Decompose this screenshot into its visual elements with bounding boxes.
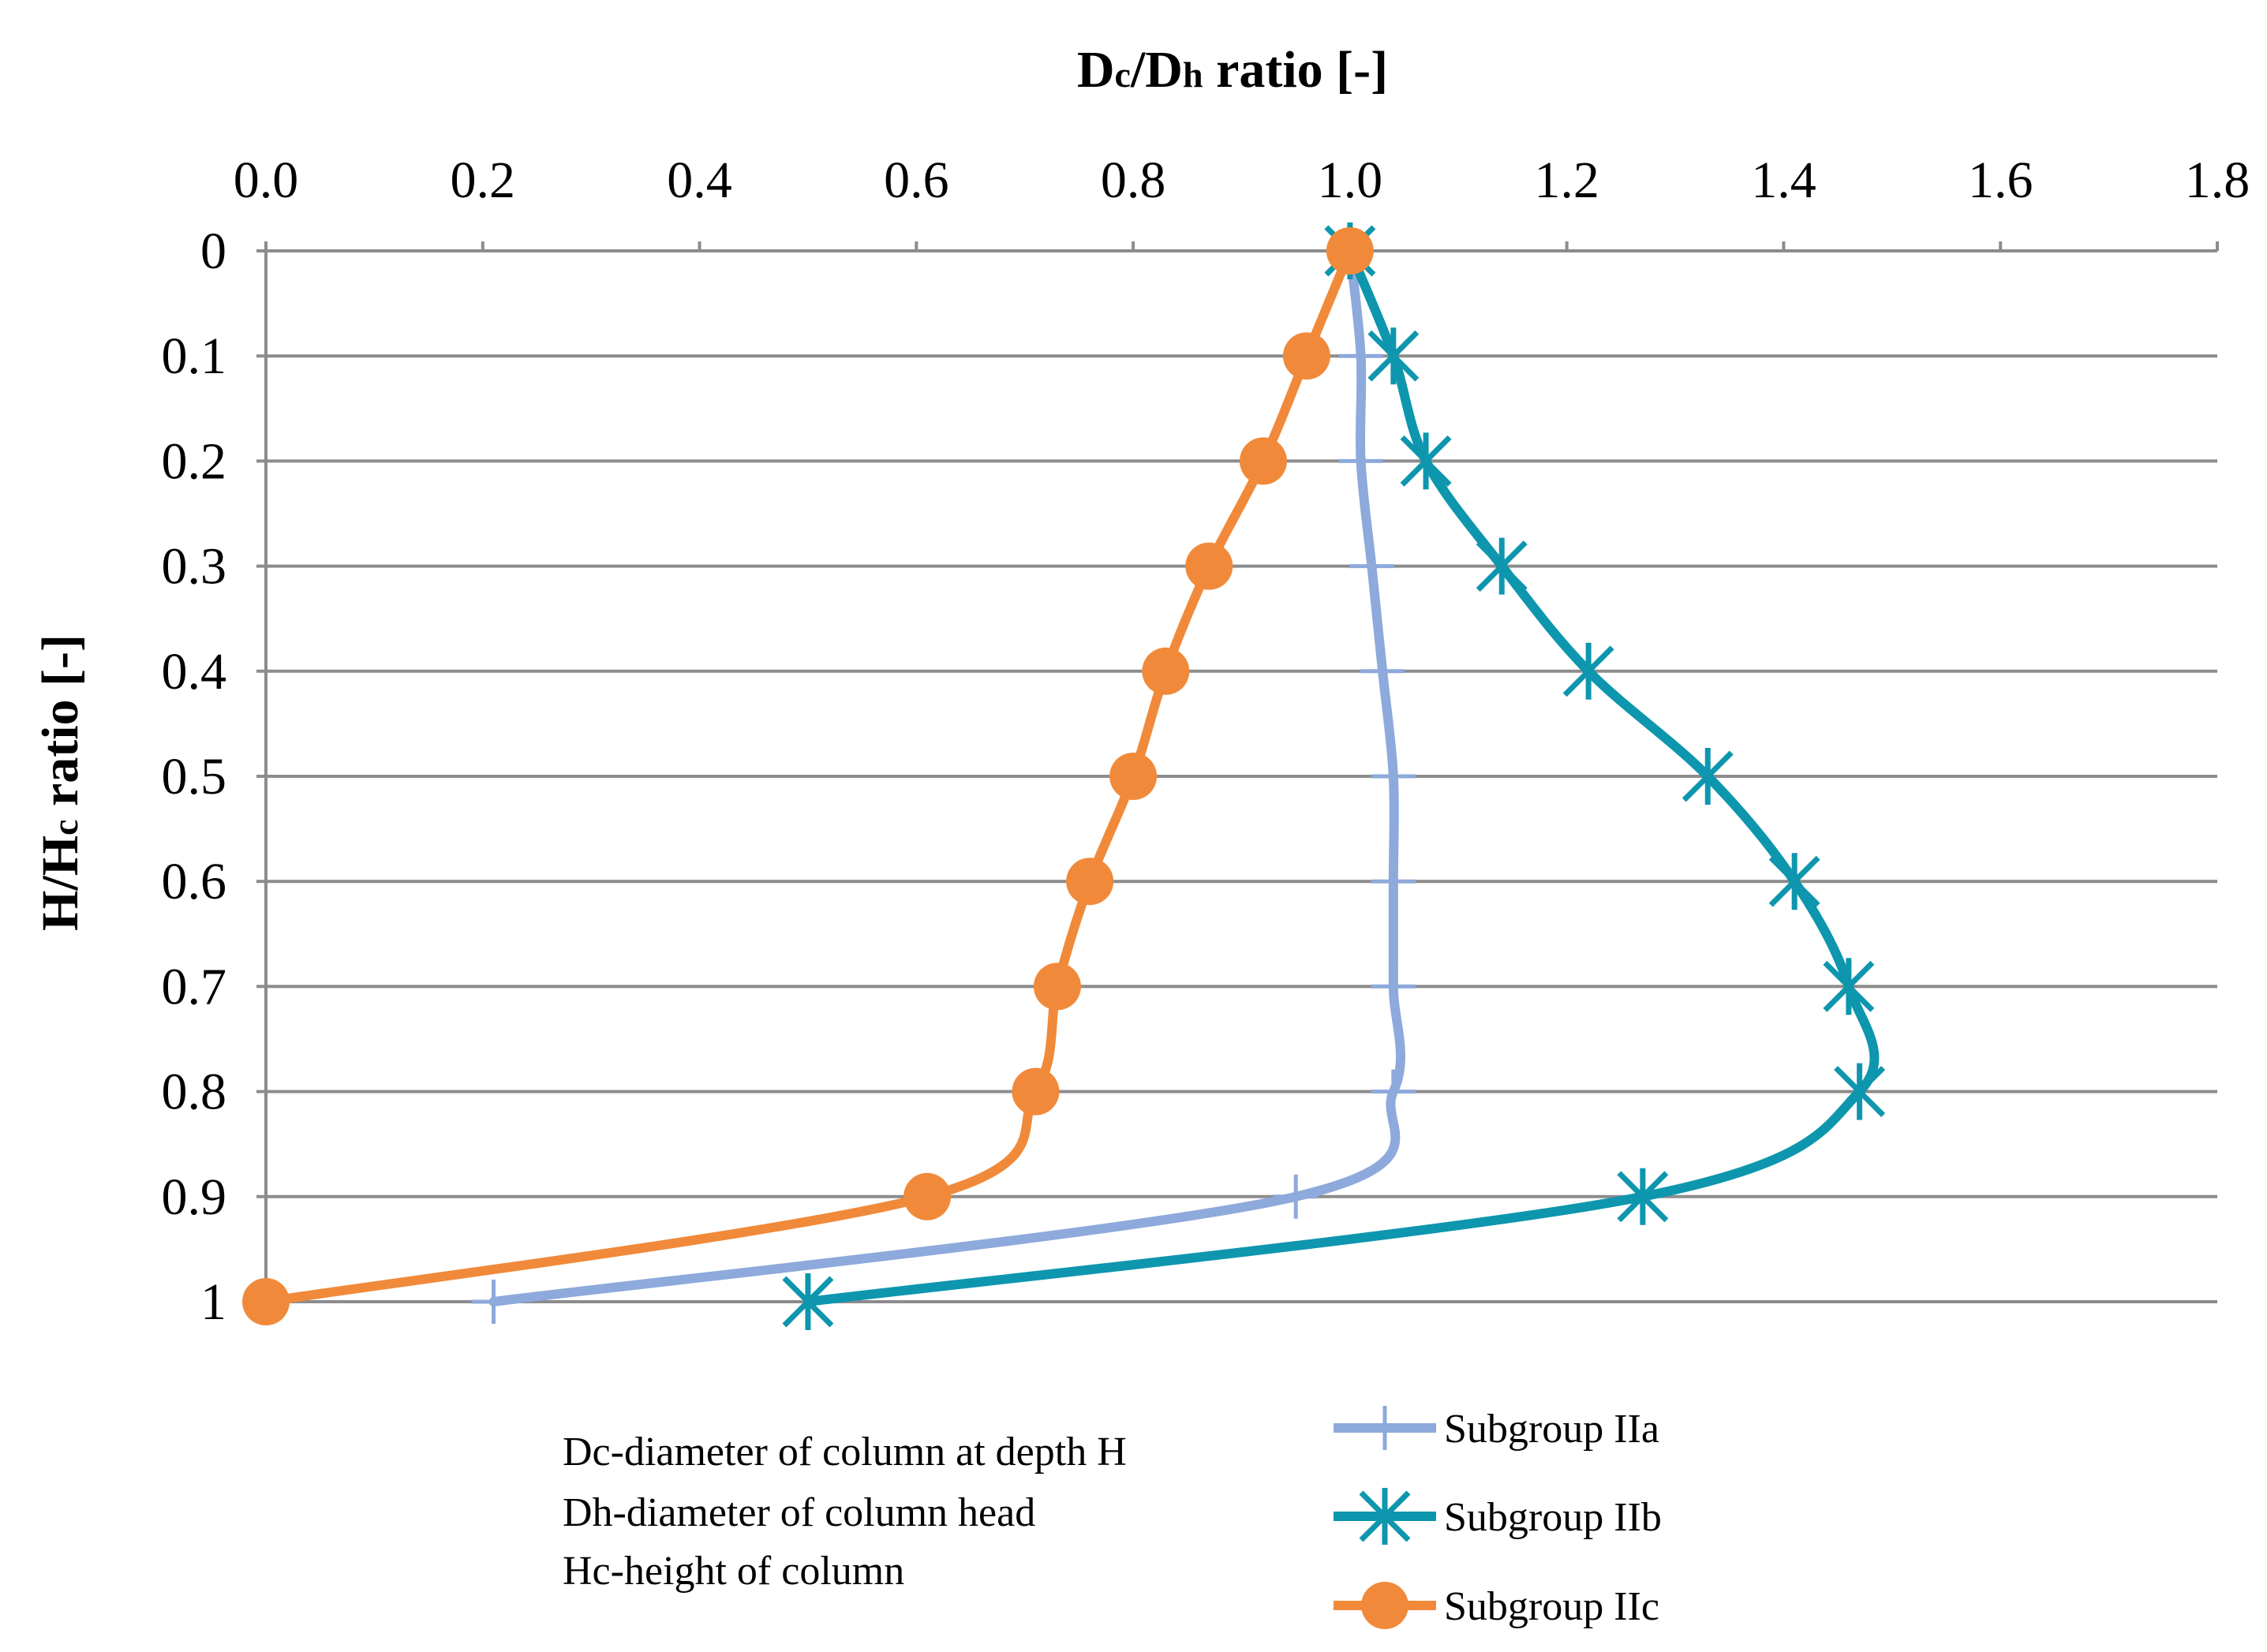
data-point <box>1282 332 1330 380</box>
y-tick-label: 0.5 <box>162 748 227 805</box>
legend-label: Subgroup IIa <box>1444 1407 1659 1452</box>
data-point <box>1185 542 1233 590</box>
notes-block: Dc-diameter of column at depth H Dh-diam… <box>563 1430 1127 1594</box>
data-point <box>1066 858 1114 906</box>
x-tick-label: 0.0 <box>234 151 299 209</box>
legend-marker <box>1359 1488 1411 1545</box>
legend-label: Subgroup IIb <box>1444 1495 1662 1540</box>
data-point <box>1326 227 1374 275</box>
series-subgroup-iib <box>782 222 1886 1330</box>
data-point <box>1371 1069 1416 1114</box>
data-point <box>1834 1063 1886 1120</box>
y-tick-label: 0.7 <box>162 958 227 1015</box>
legend-item: Subgroup IIc <box>1334 1582 1659 1629</box>
x-tick-label: 1.8 <box>2185 151 2250 209</box>
data-point <box>1367 327 1420 385</box>
x-tick-label: 1.4 <box>1751 151 1816 209</box>
data-point <box>782 1273 834 1330</box>
data-point <box>1682 748 1734 805</box>
data-point <box>1823 958 1875 1015</box>
y-tick-label: 0.8 <box>162 1063 227 1121</box>
axes <box>264 241 2219 1302</box>
y-tick-label: 0.2 <box>162 432 227 490</box>
data-point <box>1617 1168 1669 1225</box>
data-point <box>1768 853 1820 910</box>
y-tick-label: 0.6 <box>162 853 227 910</box>
legend: Subgroup IIa Subgroup IIb Subgroup IIc <box>1334 1406 1662 1629</box>
note-line: Dh-diameter of column head <box>563 1490 1035 1535</box>
x-axis-title: Dc/Dh ratio [-] <box>1077 41 1388 99</box>
data-point <box>471 1280 516 1324</box>
data-point <box>1239 437 1287 485</box>
data-point <box>1562 642 1614 700</box>
legend-marker <box>1363 1406 1407 1450</box>
data-point <box>1274 1174 1319 1219</box>
x-tick-label: 0.6 <box>884 151 949 209</box>
legend-label: Subgroup IIc <box>1444 1584 1659 1629</box>
x-tick-label: 1.6 <box>1968 151 2033 209</box>
y-tick-label: 1 <box>200 1273 226 1331</box>
data-point <box>1349 544 1394 589</box>
y-tick-label: 0 <box>200 222 226 280</box>
series-subgroup-iic <box>242 227 1374 1325</box>
data-point <box>1338 439 1383 484</box>
note-line: Hc-height of column <box>563 1549 904 1594</box>
data-point <box>1371 964 1416 1009</box>
data-point <box>242 1278 290 1325</box>
data-point <box>1400 432 1452 490</box>
y-tick-label: 0.9 <box>162 1168 227 1226</box>
tick-labels: 0 0.1 0.2 0.3 0.4 0.5 0.6 0.7 0.8 0.9 1 0.0 0.2 0.4 0.… <box>162 151 2250 1331</box>
data-point <box>1109 753 1158 800</box>
data-point <box>1142 647 1190 695</box>
legend-item: Subgroup IIa <box>1334 1406 1659 1452</box>
data-point <box>903 1172 952 1220</box>
data-point <box>1360 648 1405 693</box>
y-axis-title: H/Hc ratio [-] <box>32 634 89 931</box>
data-point <box>1371 754 1416 798</box>
grid-lines <box>256 249 2217 1303</box>
legend-marker <box>1361 1582 1408 1629</box>
y-tick-label: 0.3 <box>162 538 227 596</box>
data-point <box>1033 962 1081 1011</box>
x-tick-label: 1.0 <box>1318 151 1383 209</box>
data-point <box>1338 334 1383 379</box>
x-tick-label: 0.8 <box>1101 151 1166 209</box>
data-point <box>1012 1067 1060 1116</box>
data-point <box>1371 859 1416 904</box>
y-tick-label: 0.4 <box>162 643 227 701</box>
y-tick-label: 0.1 <box>162 327 227 385</box>
x-tick-label: 0.4 <box>667 151 732 209</box>
x-tick-label: 1.2 <box>1534 151 1599 209</box>
series-group <box>242 222 1886 1330</box>
data-point <box>1476 537 1528 595</box>
legend-item: Subgroup IIb <box>1334 1488 1662 1545</box>
x-tick-label: 0.2 <box>451 151 516 209</box>
note-line: Dc-diameter of column at depth H <box>563 1430 1127 1474</box>
